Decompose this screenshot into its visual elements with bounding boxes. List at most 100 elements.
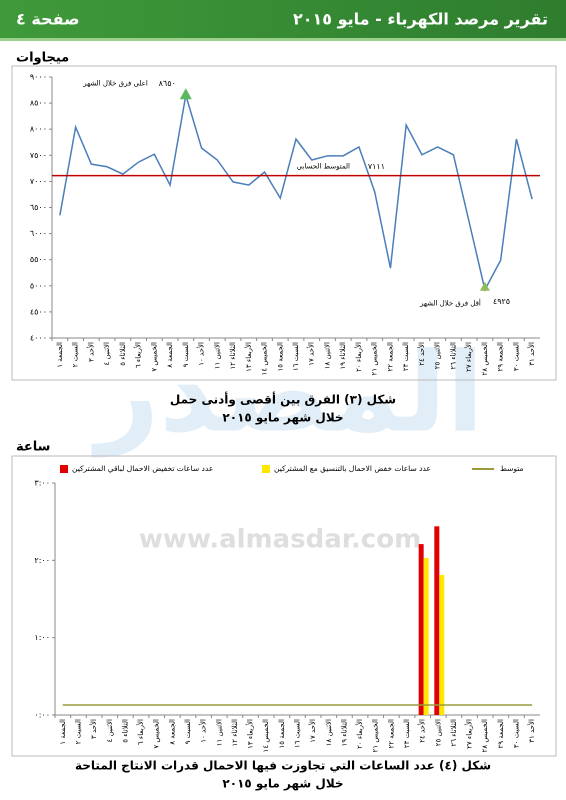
- x-tick-label: الخميس ٧: [153, 719, 161, 749]
- y-tick-label: ٥٠٠٠: [30, 281, 47, 290]
- average-label: ٧١١١: [368, 162, 385, 171]
- x-tick-label: الأربعاء ٢٠: [355, 719, 364, 749]
- x-tick-label: الاثنين ٢٥: [434, 342, 442, 369]
- x-tick-label: الأربعاء ٦: [134, 342, 143, 368]
- x-tick-label: السبت ٢٣: [403, 719, 411, 748]
- annotation-text: اعلى فرق خلال الشهر: [82, 79, 148, 87]
- x-tick-label: الثلاثاء ٢٦: [450, 719, 458, 747]
- x-tick-label: الثلاثاء ١٢: [229, 342, 237, 370]
- header-bar: [0, 0, 566, 38]
- annotation-label: ٨٦٥٠: [159, 79, 176, 88]
- x-tick-label: الخميس ١٤: [262, 719, 270, 752]
- x-tick-label: الأربعاء ٢٧: [464, 342, 473, 372]
- y-tick-label: ٦٠٠٠: [30, 229, 47, 238]
- x-tick-label: الاثنين ١١: [215, 719, 223, 746]
- x-tick-label: الأربعاء ١٣: [246, 719, 255, 749]
- x-tick-label: الأحد ٢٤: [418, 719, 427, 743]
- watermark-url: www.almasdar.com: [139, 525, 421, 555]
- annotation-label: ٤٩٢٥: [493, 297, 510, 306]
- x-tick-label: الأحد ١٧: [308, 719, 317, 743]
- y-tick-label: ٦٥٠٠: [30, 203, 47, 212]
- x-tick-label: الأحد ٣: [86, 342, 95, 362]
- average-text: المتوسط الحسابي: [297, 163, 350, 171]
- watermark-logo: المصدر: [91, 328, 484, 457]
- bar: [423, 558, 429, 715]
- x-tick-label: السبت ٣٠: [512, 342, 520, 371]
- x-tick-label: الاثنين ٤: [106, 719, 114, 742]
- page-number: صفحة ٤: [16, 10, 80, 29]
- data-line: [59, 95, 533, 292]
- y-tick-label: ٤٠٠٠: [30, 334, 47, 343]
- caption: خلال شهر مايو ٢٠١٥: [222, 777, 343, 792]
- y-tick-label: ٢:٠٠: [34, 556, 50, 565]
- legend-label: عدد ساعات تخفيض الاحمال لباقي المشتركين: [72, 464, 213, 473]
- bar: [418, 544, 424, 715]
- x-tick-label: الأحد ٣١: [527, 719, 536, 743]
- y-tick-label: ٨٠٠٠: [30, 125, 47, 134]
- x-tick-label: الأربعاء ٦: [136, 719, 145, 745]
- x-tick-label: الجمعة ٢٢: [387, 719, 395, 749]
- x-tick-label: الأحد ٣١: [527, 342, 536, 366]
- annotation-marker: [179, 88, 192, 100]
- y-tick-label: ٣:٠٠: [34, 479, 50, 488]
- x-tick-label: السبت ٩: [182, 342, 190, 367]
- x-tick-label: الجمعة ١: [56, 342, 64, 368]
- x-tick-label: الأربعاء ٢٧: [465, 719, 474, 749]
- x-tick-label: الأربعاء ٢٠: [354, 342, 363, 372]
- x-tick-label: الثلاثاء ٢٦: [449, 342, 457, 370]
- x-tick-label: الاثنين ١١: [213, 342, 221, 369]
- x-tick-label: الخميس ٢١: [372, 719, 380, 752]
- annotation-text: أقل فرق خلال الشهر: [419, 299, 481, 308]
- x-tick-label: الجمعة ٢٩: [497, 342, 505, 372]
- x-tick-label: الاثنين ٢٥: [434, 719, 442, 746]
- x-tick-label: الثلاثاء ١٩: [340, 719, 348, 747]
- bar: [434, 526, 440, 715]
- x-tick-label: السبت ٢: [72, 342, 80, 367]
- x-tick-label: السبت ١٦: [292, 342, 300, 371]
- chart-frame: [11, 65, 557, 381]
- legend-label: عدد ساعات خفض الاحمال بالتنسيق مع المشتر…: [274, 464, 431, 473]
- x-tick-label: الثلاثاء ٥: [121, 719, 129, 743]
- x-tick-label: الاثنين ١٨: [325, 719, 333, 746]
- x-tick-label: الجمعة ١٥: [278, 719, 286, 749]
- x-tick-label: الجمعة ٢٩: [497, 719, 505, 749]
- x-tick-label: الخميس ٧: [150, 342, 158, 372]
- legend-swatch: [60, 465, 68, 473]
- x-tick-label: الأحد ٣: [89, 719, 98, 739]
- bar: [439, 575, 445, 715]
- x-tick-label: الثلاثاء ٥: [119, 342, 127, 366]
- x-tick-label: السبت ٩: [184, 719, 192, 744]
- x-tick-label: الاثنين ٤: [103, 342, 111, 365]
- x-tick-label: الثلاثاء ١٢: [231, 719, 239, 747]
- y-tick-label: ٩٠٠٠: [30, 73, 47, 82]
- x-tick-label: الأربعاء ١٣: [244, 342, 253, 372]
- x-tick-label: الخميس ٢٨: [481, 719, 489, 752]
- y-tick-label: ٥٥٠٠: [30, 255, 47, 264]
- x-tick-label: الجمعة ٢٢: [386, 342, 394, 372]
- header-rule: [0, 38, 566, 41]
- x-tick-label: الاثنين ١٨: [323, 342, 331, 369]
- annotation-marker: [479, 281, 490, 291]
- caption: شكل (٤) عدد الساعات التي تجاوزت فيها الا…: [75, 759, 491, 774]
- caption: شكل (٣) الفرق بين أقصى وأدنى حمل: [170, 392, 396, 408]
- x-tick-label: السبت ١٦: [294, 719, 302, 748]
- x-tick-label: الخميس ٢١: [371, 342, 379, 375]
- x-tick-label: الخميس ٢٨: [481, 342, 489, 375]
- x-tick-label: السبت ٢٣: [402, 342, 410, 371]
- x-tick-label: الجمعة ١٥: [276, 342, 284, 372]
- x-tick-label: الخميس ١٤: [261, 342, 269, 375]
- legend-label: متوسط: [500, 464, 524, 473]
- y-tick-label: ٨٥٠٠: [30, 99, 47, 108]
- y-axis-title: ميجاوات: [16, 51, 69, 66]
- x-tick-label: السبت ٢: [74, 719, 82, 744]
- x-tick-label: الأحد ٢٤: [417, 342, 426, 366]
- y-axis-title: ساعة: [16, 440, 50, 455]
- x-tick-label: السبت ٣٠: [513, 719, 521, 748]
- y-tick-label: ١:٠٠: [34, 633, 50, 642]
- y-tick-label: ٠:٠٠: [34, 711, 50, 720]
- header-title: تقرير مرصد الكهرباء - مايو ٢٠١٥: [293, 10, 548, 29]
- x-tick-label: الجمعة ٨: [166, 342, 174, 368]
- x-tick-label: الأحد ١٧: [307, 342, 316, 366]
